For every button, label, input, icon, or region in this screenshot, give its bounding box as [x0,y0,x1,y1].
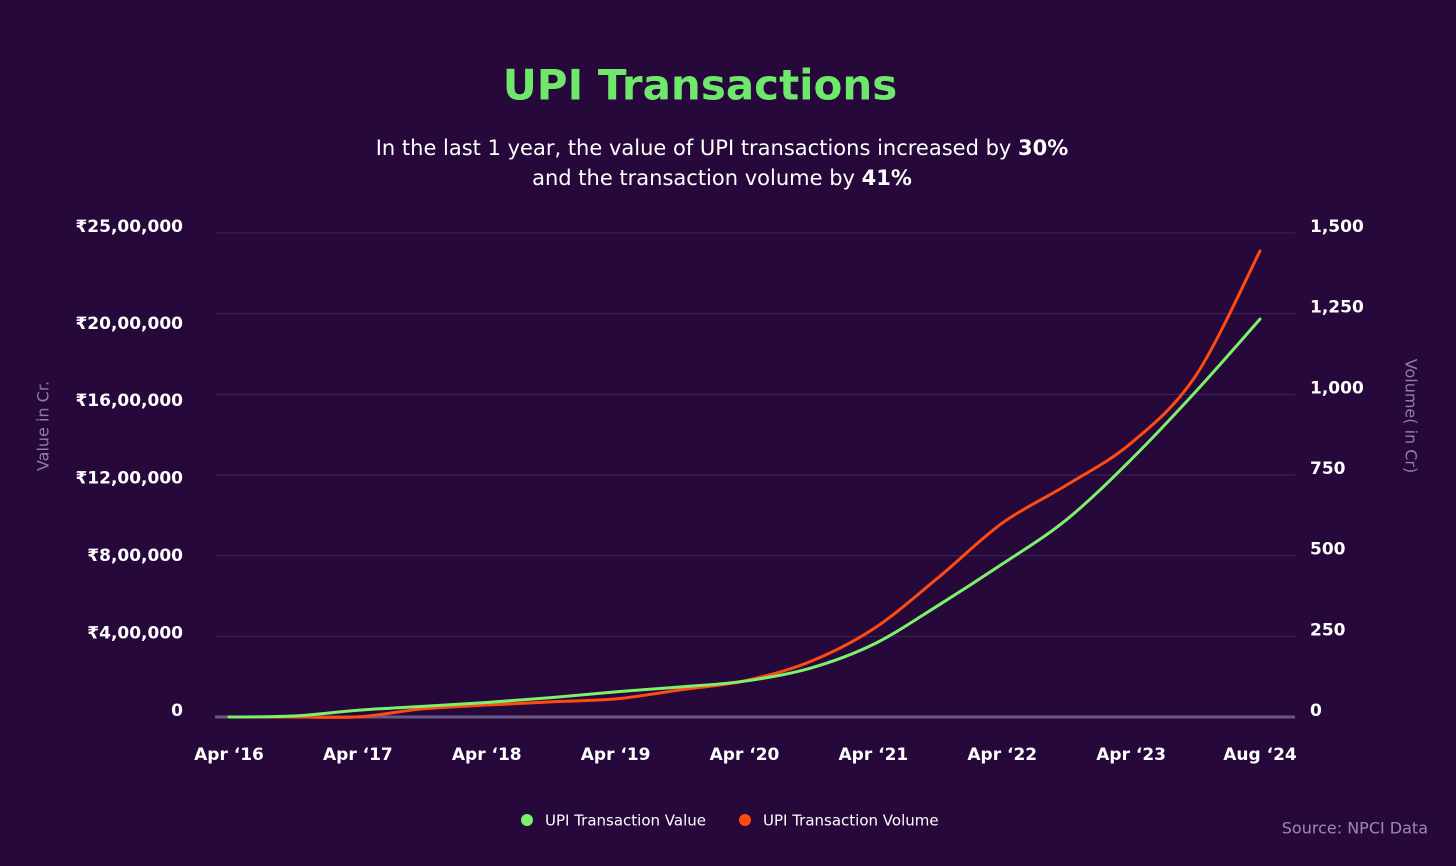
subtitle-highlight: 41% [862,166,912,190]
y2-tick-label: 0 [1310,701,1322,721]
x-tick-label: Apr ‘21 [839,745,909,765]
x-tick-label: Apr ‘18 [452,745,522,765]
subtitle-text: In the last 1 year, the value of UPI tra… [376,136,1018,160]
y-axis-label: Value in Cr. [34,381,53,471]
y-tick-label: ₹20,00,000 [75,314,183,334]
subtitle-text: and the transaction volume by [532,166,862,190]
y2-tick-label: 750 [1310,459,1346,479]
source: Source: NPCI Data [1282,819,1428,838]
y2-tick-label: 1,000 [1310,378,1364,398]
x-tick-label: Apr ‘22 [967,745,1037,765]
y2-tick-label: 1,250 [1310,298,1364,318]
y-tick-label: ₹16,00,000 [75,391,183,411]
y2-tick-label: 250 [1310,620,1346,640]
y-tick-label: ₹12,00,000 [75,469,183,489]
y2-tick-label: 1,500 [1310,217,1364,237]
y-tick-label: ₹25,00,000 [75,217,183,237]
series-line [227,317,1262,719]
x-tick-label: Apr ‘19 [581,745,651,765]
y2-tick-label: 500 [1310,540,1346,560]
chart-title: UPI Transactions [503,61,898,110]
y-tick-label: 0 [171,701,183,721]
x-tick-label: Aug ‘24 [1223,745,1297,765]
legend-marker [521,814,533,826]
legend-label: UPI Transaction Value [545,812,706,830]
subtitle: and the transaction volume by 41% [532,166,912,190]
y2-axis-label: Volume( in Cr) [1402,359,1421,474]
x-tick-label: Apr ‘16 [194,745,264,765]
x-tick-label: Apr ‘17 [323,745,393,765]
subtitle: In the last 1 year, the value of UPI tra… [376,136,1069,160]
x-tick-label: Apr ‘20 [710,745,780,765]
legend-marker [739,814,751,826]
x-tick-label: Apr ‘23 [1096,745,1166,765]
legend-label: UPI Transaction Volume [763,812,939,830]
subtitle-highlight: 30% [1018,136,1068,160]
y-tick-label: ₹8,00,000 [87,546,183,566]
y-tick-label: ₹4,00,000 [87,624,183,644]
